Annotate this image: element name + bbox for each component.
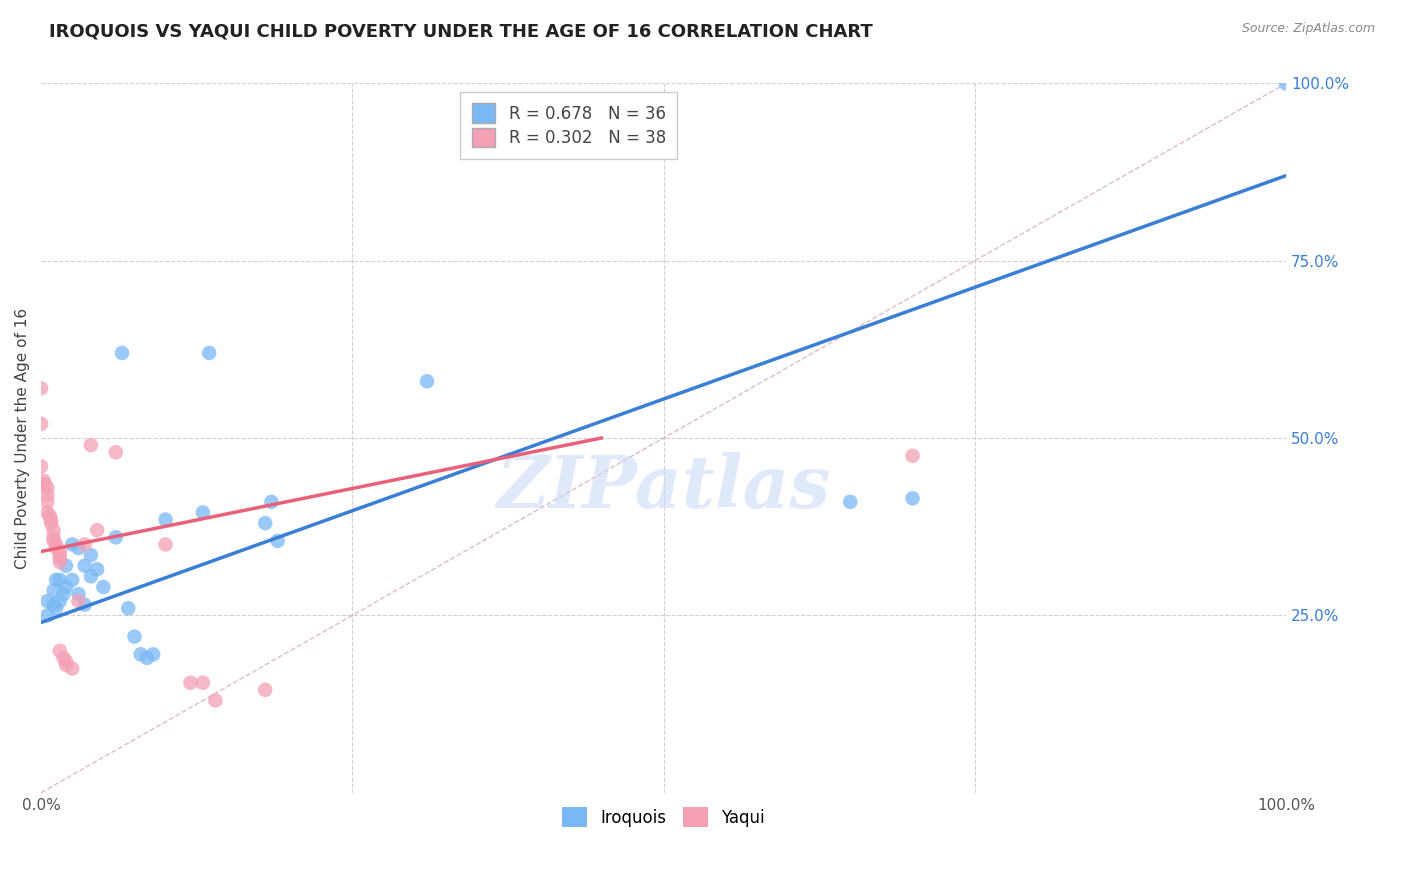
Point (37, 506, 59, 520)
Point (42, 598, 65, 612)
Point (55, 655, 77, 669)
Point (39, 516, 62, 530)
Point (67, 587, 90, 601)
Point (73, 558, 96, 573)
Point (135, 651, 157, 665)
Point (254, 516, 277, 530)
Point (45, 601, 67, 615)
Point (42, 530, 65, 544)
Point (42, 583, 65, 598)
Point (111, 346, 134, 360)
Point (179, 675, 201, 690)
Point (80, 548, 103, 562)
Point (191, 675, 214, 690)
Point (155, 537, 177, 551)
Point (55, 558, 77, 573)
Point (104, 445, 127, 459)
Point (45, 541, 67, 555)
Point (30, 477, 52, 491)
Point (60, 573, 83, 587)
Text: Source: ZipAtlas.com: Source: ZipAtlas.com (1241, 22, 1375, 36)
Point (142, 648, 165, 662)
Point (73, 598, 96, 612)
Point (124, 630, 146, 644)
Point (55, 658, 77, 673)
Point (80, 569, 103, 583)
Point (55, 580, 77, 594)
Point (93, 580, 115, 594)
Point (49, 594, 72, 608)
Point (104, 530, 127, 544)
Point (32, 474, 55, 488)
Point (34, 477, 56, 491)
Point (49, 544, 72, 558)
Legend: Iroquois, Yaqui: Iroquois, Yaqui (555, 800, 772, 834)
Point (49, 555, 72, 569)
Point (38, 509, 60, 524)
Point (52, 587, 75, 601)
Point (37, 608, 59, 623)
Point (67, 541, 90, 555)
Point (129, 648, 152, 662)
Point (155, 513, 177, 527)
Point (80, 438, 103, 452)
Point (117, 601, 139, 615)
Point (266, 533, 288, 548)
Point (73, 537, 96, 551)
Point (30, 417, 52, 431)
Point (86, 523, 108, 537)
Point (901, 449, 924, 463)
Point (254, 682, 277, 697)
Point (42, 533, 65, 548)
Point (839, 495, 862, 509)
Point (49, 573, 72, 587)
Point (52, 651, 75, 665)
Point (60, 537, 83, 551)
Point (67, 594, 90, 608)
Point (204, 693, 226, 707)
Point (1275, 77, 1298, 91)
Point (49, 551, 72, 566)
Point (191, 506, 214, 520)
Point (39, 513, 62, 527)
Point (37, 594, 59, 608)
Point (30, 459, 52, 474)
Point (901, 491, 924, 506)
Y-axis label: Child Poverty Under the Age of 16: Child Poverty Under the Age of 16 (15, 308, 30, 568)
Point (49, 644, 72, 658)
Point (60, 661, 83, 675)
Point (260, 495, 283, 509)
Point (198, 346, 221, 360)
Text: IROQUOIS VS YAQUI CHILD POVERTY UNDER THE AGE OF 16 CORRELATION CHART: IROQUOIS VS YAQUI CHILD POVERTY UNDER TH… (49, 22, 873, 40)
Text: ZIPatlas: ZIPatlas (496, 452, 831, 524)
Point (37, 488, 59, 502)
Point (30, 381, 52, 395)
Point (45, 537, 67, 551)
Point (45, 573, 67, 587)
Point (49, 548, 72, 562)
Point (86, 562, 108, 576)
Point (37, 481, 59, 495)
Point (42, 523, 65, 537)
Point (416, 374, 439, 388)
Point (37, 495, 59, 509)
